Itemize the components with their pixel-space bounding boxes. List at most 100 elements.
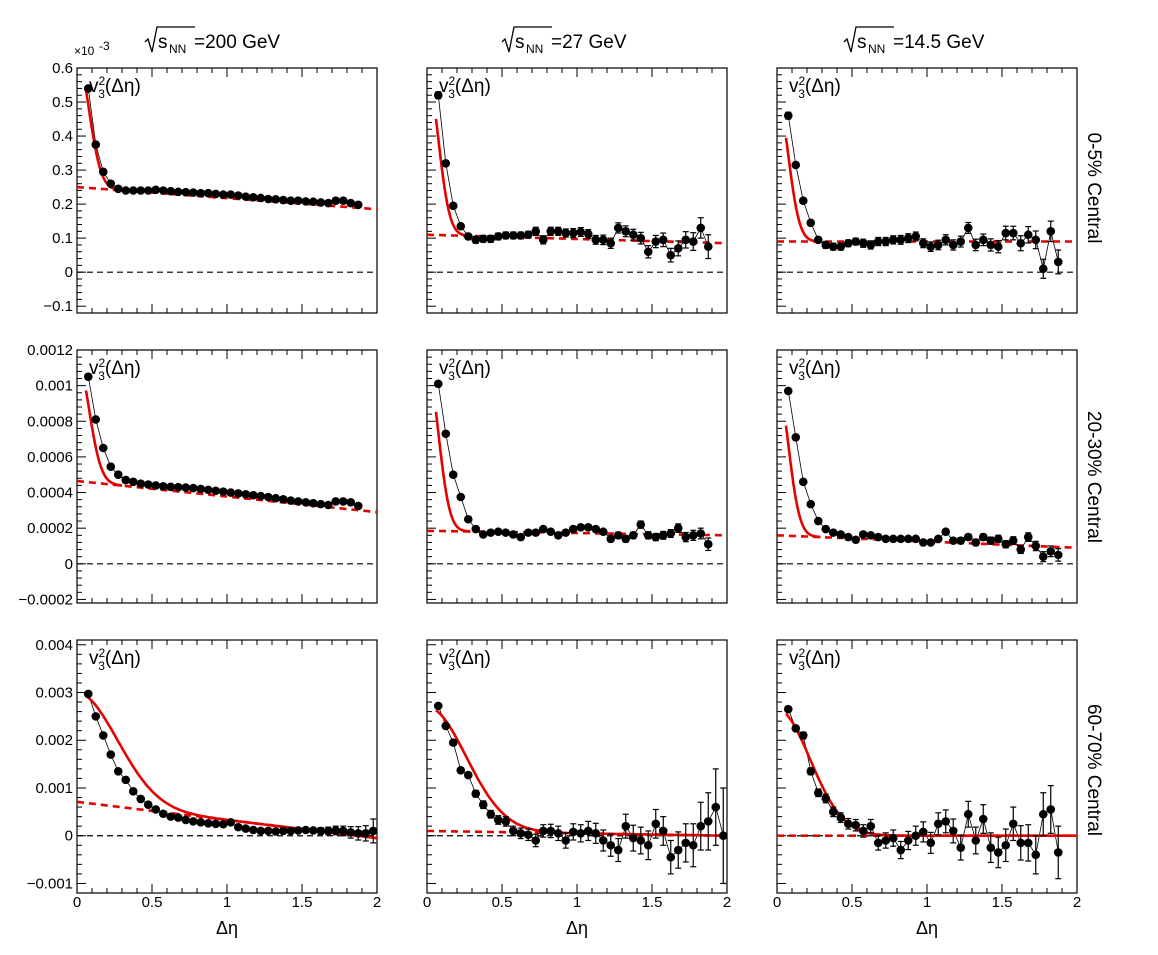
data-point xyxy=(516,532,526,542)
data-point xyxy=(166,186,176,196)
data-point xyxy=(888,235,898,245)
data-point xyxy=(106,179,116,188)
data-point xyxy=(978,532,988,542)
data-point xyxy=(621,821,631,831)
data-point xyxy=(531,528,541,537)
data-point xyxy=(211,189,221,199)
x-axis-titles: Δη Δη Δη xyxy=(216,918,938,938)
data-point xyxy=(278,826,288,836)
data-point xyxy=(636,233,646,243)
data-point xyxy=(166,812,176,821)
data-point xyxy=(293,196,303,206)
data-point xyxy=(226,190,236,199)
data-point xyxy=(463,232,473,241)
panel-r1-c2: v2 3(Δη) xyxy=(776,349,1078,604)
data-point xyxy=(516,231,526,240)
data-point xyxy=(948,240,958,250)
data-point xyxy=(233,822,243,832)
data-point xyxy=(956,536,966,545)
data-point xyxy=(478,234,488,244)
data-point xyxy=(136,479,146,488)
data-point xyxy=(813,235,823,245)
x-tick-label: 1.5 xyxy=(642,894,663,911)
data-point xyxy=(331,497,341,506)
data-point xyxy=(873,532,883,542)
data-point xyxy=(798,731,808,740)
panel-r0-c0: −0.1 0 0.1 0.2 0.3 0.4 0.5 0.6 v2 3(Δη) xyxy=(43,60,378,315)
data-point xyxy=(166,482,176,492)
data-point xyxy=(308,498,318,508)
y-tick-label: 0 xyxy=(65,556,73,573)
data-point xyxy=(323,198,333,208)
x-tick-label: 2 xyxy=(723,894,731,911)
data-point xyxy=(986,843,996,852)
panel-label: v2 3(Δη) xyxy=(89,646,141,673)
column-header-27: s NN =27 GeV xyxy=(501,26,627,56)
data-point xyxy=(791,433,801,442)
data-point xyxy=(486,234,496,244)
data-point xyxy=(188,483,198,493)
data-point xyxy=(1038,809,1048,819)
data-point xyxy=(1008,536,1018,545)
data-point xyxy=(346,498,356,507)
y-tick-label: 0.6 xyxy=(52,60,73,77)
data-point xyxy=(338,497,348,506)
data-point xyxy=(493,815,503,825)
data-point xyxy=(173,187,183,197)
data-point xyxy=(523,830,533,840)
data-point xyxy=(718,831,727,841)
data-point xyxy=(471,235,481,245)
y-tick-label: 0 xyxy=(65,828,73,845)
data-point xyxy=(576,829,586,838)
data-point xyxy=(218,487,228,496)
data-point xyxy=(553,829,563,838)
x-tick-label: 1.5 xyxy=(292,894,313,911)
data-point xyxy=(813,788,823,798)
data-point xyxy=(1016,545,1026,554)
data-point xyxy=(136,186,146,195)
data-point xyxy=(806,218,816,228)
energy-label-sub: NN xyxy=(526,42,543,56)
baseline-fit-curve xyxy=(77,800,377,840)
panel-frame xyxy=(776,349,1078,604)
data-point xyxy=(598,235,608,245)
panel-r0-c1: v2 3(Δη) xyxy=(426,67,728,314)
panel-frame xyxy=(76,639,378,894)
data-point xyxy=(613,223,623,233)
data-point xyxy=(448,738,458,747)
data-point xyxy=(196,188,206,198)
data-point xyxy=(621,227,631,236)
data-point xyxy=(501,528,511,537)
data-point xyxy=(151,481,161,490)
y-tick-label: 0.0002 xyxy=(27,520,73,537)
data-point xyxy=(441,158,451,168)
data-point xyxy=(651,819,661,829)
data-point xyxy=(83,689,93,699)
data-point xyxy=(91,140,101,149)
data-point xyxy=(143,186,153,195)
data-point xyxy=(478,530,488,539)
data-point xyxy=(903,233,913,243)
data-point xyxy=(903,534,913,544)
data-point xyxy=(828,528,838,537)
data-point xyxy=(286,196,296,206)
y-tick-label: 0.002 xyxy=(35,732,73,749)
data-point xyxy=(278,495,288,504)
data-point xyxy=(301,825,311,835)
data-point xyxy=(903,836,913,845)
data-point xyxy=(553,530,563,540)
data-point xyxy=(98,731,108,740)
panel-plot-area xyxy=(427,701,727,885)
data-point xyxy=(858,238,868,248)
data-point xyxy=(463,770,473,780)
exponent-label: ×10 -3 xyxy=(74,39,110,58)
data-point xyxy=(448,201,458,211)
data-point xyxy=(471,789,481,799)
data-point xyxy=(508,530,518,539)
data-point xyxy=(888,833,898,843)
data-point xyxy=(821,240,831,250)
data-point xyxy=(471,524,481,534)
data-point xyxy=(538,235,548,245)
energy-label-value: =27 GeV xyxy=(551,32,627,53)
